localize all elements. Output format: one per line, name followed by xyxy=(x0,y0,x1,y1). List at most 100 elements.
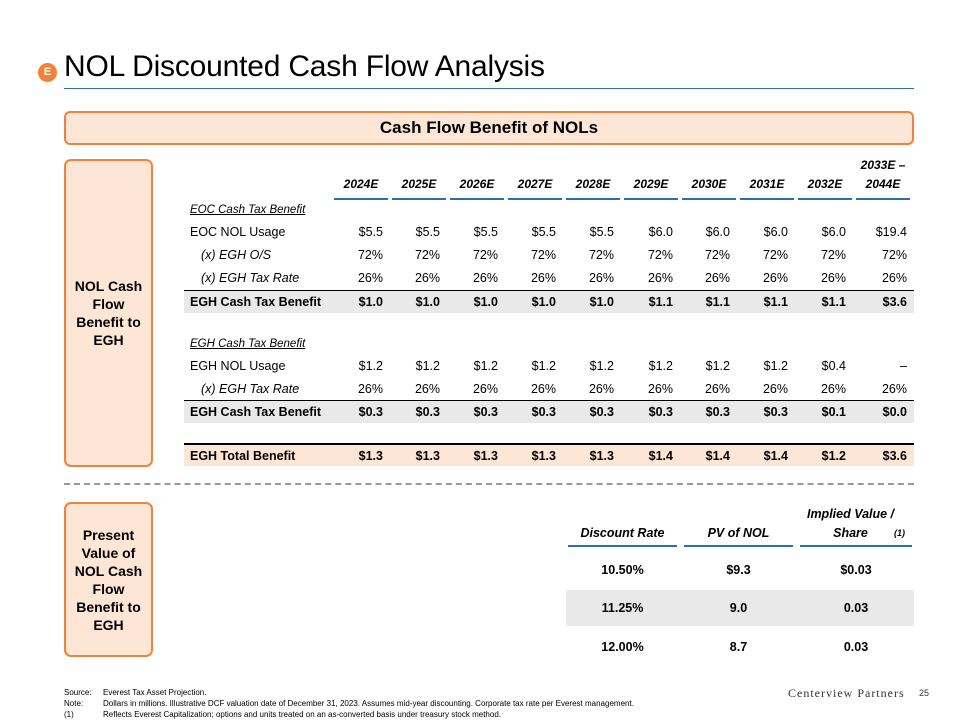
footnote-key: Source: xyxy=(64,688,92,697)
page-number: 25 xyxy=(919,688,930,698)
pv-table-cell: 11.25% xyxy=(601,601,644,615)
column-header: 2032E xyxy=(807,177,843,191)
pv-table-cell: 12.00% xyxy=(601,640,644,654)
table-cell: $1.0 xyxy=(531,295,556,309)
pv-column-header: Discount Rate xyxy=(566,505,679,545)
column-header: 2026E xyxy=(459,177,495,191)
footnote-line: (1) Reflects Everest Capitalization; opti… xyxy=(64,709,784,720)
pv-header-underline xyxy=(800,545,912,547)
row-label: EGH Cash Tax Benefit xyxy=(190,295,322,309)
column-header-underline xyxy=(856,198,910,200)
table-cell: $0.3 xyxy=(358,405,383,419)
pv-table-cell: 10.50% xyxy=(601,563,644,577)
pv-table-row: 10.50% $9.3 $0.03 xyxy=(566,552,914,588)
table-cell: $5.5 xyxy=(473,225,498,239)
footnote-line: Note: Dollars in millions. Illustrative D… xyxy=(64,698,784,709)
table-cell: – xyxy=(900,359,907,373)
table-row: EOC Cash Tax Benefit xyxy=(184,199,914,222)
pv-table-cell: $9.3 xyxy=(726,563,751,577)
pv-header-text: PV of NOL xyxy=(707,526,770,540)
table-cell: $1.1 xyxy=(821,295,846,309)
column-header-underline xyxy=(450,198,504,200)
table-cell: $1.2 xyxy=(648,359,673,373)
table-cell: $6.0 xyxy=(648,225,673,239)
footnote-text: Reflects Everest Capitalization; options… xyxy=(103,710,501,719)
page-title: NOL Discounted Cash Flow Analysis xyxy=(64,50,545,83)
side-label-text: Present Value of NOL Cash Flow Benefit t… xyxy=(74,526,143,633)
table-cell: $5.5 xyxy=(589,225,614,239)
table-cell: $1.4 xyxy=(763,449,788,463)
side-label-present-value: Present Value of NOL Cash Flow Benefit t… xyxy=(64,502,153,657)
table-cell: $5.5 xyxy=(531,225,556,239)
table-cell: $1.2 xyxy=(531,359,556,373)
column-header: 2028E xyxy=(575,177,611,191)
table-cell: $6.0 xyxy=(763,225,788,239)
table-cell: $6.0 xyxy=(705,225,730,239)
table-cell: $3.6 xyxy=(882,449,907,463)
table-cell: 26% xyxy=(762,271,788,285)
footnote-text: Dollars in millions. Illustrative DCF va… xyxy=(103,699,634,708)
table-cell: 72% xyxy=(704,248,730,262)
table-cell: $5.5 xyxy=(415,225,440,239)
column-header-underline xyxy=(682,198,736,200)
table-cell: 26% xyxy=(530,382,556,396)
table-cell: 26% xyxy=(588,271,614,285)
pv-table-row: 11.25% 9.0 0.03 xyxy=(566,590,914,626)
table-row: EGH Total Benefit $1.3 $1.3 $1.3 $1.3 $1.3 $1.… xyxy=(184,443,914,466)
table-row: EGH NOL Usage $1.2 $1.2 $1.2 $1.2 $1.2 $1.2 $1.… xyxy=(184,355,914,378)
table-cell: $1.2 xyxy=(358,359,383,373)
table-cell: $19.4 xyxy=(875,225,907,239)
table-cell: 72% xyxy=(530,248,556,262)
table-cell: $0.4 xyxy=(821,359,846,373)
table-cell: 26% xyxy=(820,271,846,285)
table-cell: 72% xyxy=(414,248,440,262)
table-cell: 72% xyxy=(588,248,614,262)
section-banner: Cash Flow Benefit of NOLs xyxy=(64,111,914,145)
table-cell: $1.2 xyxy=(589,359,614,373)
table-row: EGH Cash Tax Benefit xyxy=(184,333,914,356)
column-header: 2030E xyxy=(691,177,727,191)
table-cell: $3.6 xyxy=(882,295,907,309)
table-cell: 72% xyxy=(472,248,498,262)
table-cell: 26% xyxy=(472,271,498,285)
table-cell: $0.0 xyxy=(882,405,907,419)
row-label: EGH Cash Tax Benefit xyxy=(190,338,306,350)
table-row: (x) EGH O/S 72% 72% 72% 72% 72% 72% 72% 72% 72% 72… xyxy=(184,244,914,267)
table-cell: $1.3 xyxy=(589,449,614,463)
table-cell: $1.4 xyxy=(648,449,673,463)
table-cell: 26% xyxy=(762,382,788,396)
table-cell: 26% xyxy=(881,271,907,285)
table-cell: 72% xyxy=(881,248,907,262)
pv-header-underline xyxy=(568,545,677,547)
table-row: EOC NOL Usage $5.5 $5.5 $5.5 $5.5 $5.5 $6.0 $6.… xyxy=(184,221,914,244)
footnote-marker: (1) xyxy=(894,528,906,538)
table-cell: 26% xyxy=(588,382,614,396)
table-cell: 26% xyxy=(704,382,730,396)
table-cell: $1.2 xyxy=(415,359,440,373)
table-cell: $0.3 xyxy=(648,405,673,419)
table-cell: $1.0 xyxy=(415,295,440,309)
table-cell: $0.3 xyxy=(415,405,440,419)
column-header: 2025E xyxy=(401,177,437,191)
column-header-underline xyxy=(566,198,620,200)
table-cell: 26% xyxy=(647,382,673,396)
pv-table-cell: 8.7 xyxy=(729,640,748,654)
table-cell: 26% xyxy=(472,382,498,396)
column-header-underline xyxy=(798,198,852,200)
table-cell: $0.3 xyxy=(589,405,614,419)
side-label-nol-cash-flow: NOL Cash Flow Benefit to EGH xyxy=(64,159,153,467)
footnote-line: Source: Everest Tax Asset Projection. xyxy=(64,687,784,698)
table-cell: $5.5 xyxy=(358,225,383,239)
column-header: 2024E xyxy=(343,177,379,191)
table-cell: 26% xyxy=(820,382,846,396)
row-label: EGH Cash Tax Benefit xyxy=(190,405,322,419)
row-label: EGH Total Benefit xyxy=(190,449,296,463)
column-header-underline xyxy=(740,198,794,200)
pv-header-underline xyxy=(684,545,793,547)
column-header-underline xyxy=(624,198,678,200)
pv-header-text: Discount Rate xyxy=(580,526,665,540)
table-cell: $6.0 xyxy=(821,225,846,239)
column-header: 2029E xyxy=(633,177,669,191)
table-cell: 26% xyxy=(414,382,440,396)
pv-table-cell: 9.0 xyxy=(729,601,748,615)
